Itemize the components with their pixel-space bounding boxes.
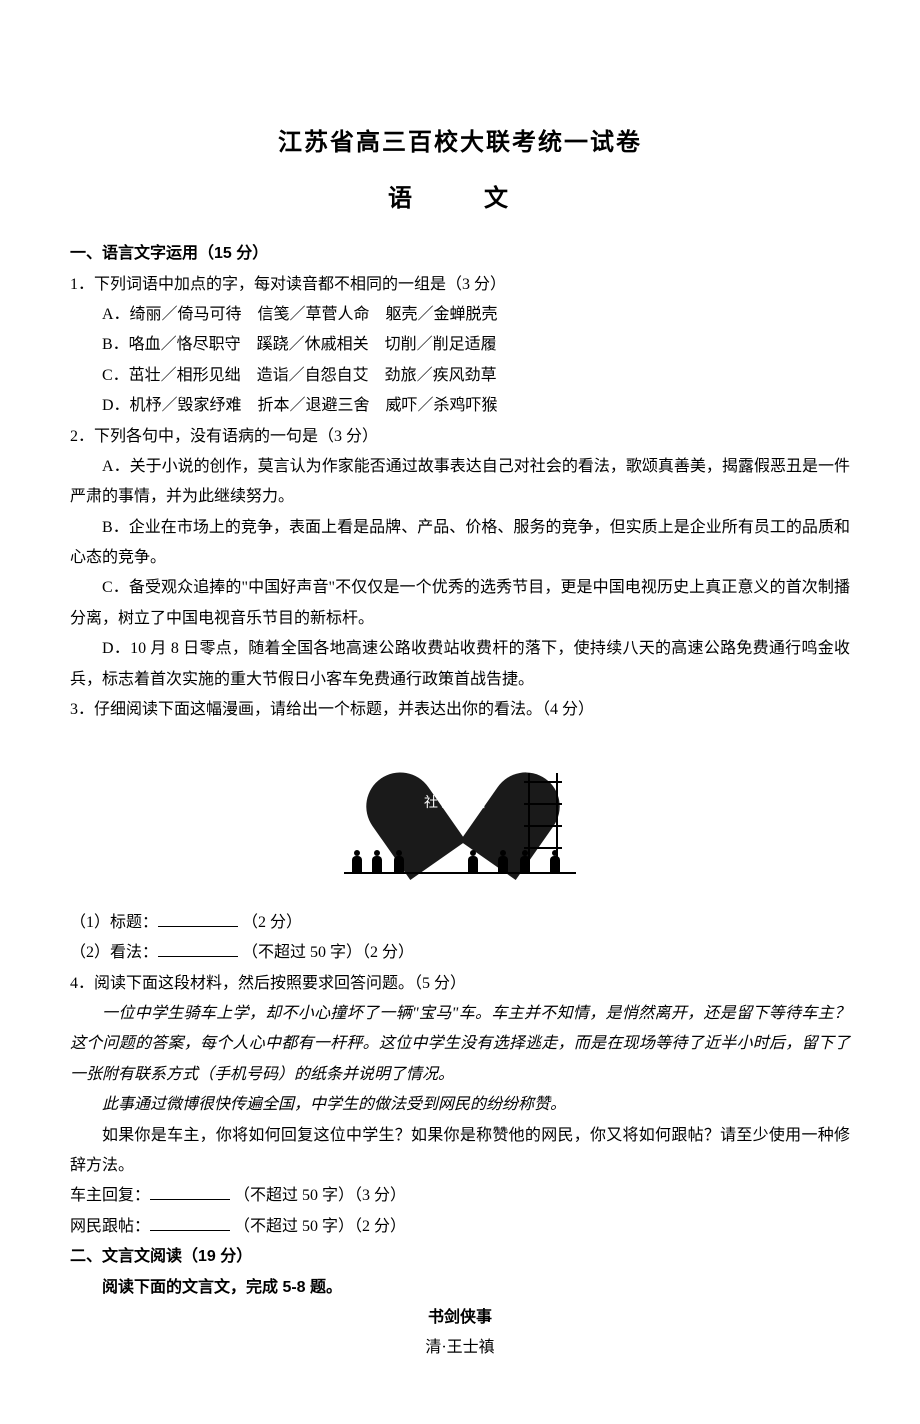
q1-opt-c: C．茁壮／相形见绌 造诣／自怨自艾 劲旅／疾风劲草	[102, 361, 850, 391]
q3-a2-label: （2）看法：	[70, 944, 158, 961]
q3-a2-note: （不超过 50 字）（2 分）	[242, 944, 414, 961]
q4-blank-1[interactable]	[150, 1183, 230, 1200]
cartoon-figure: 社会诚信	[70, 733, 850, 899]
section-1-head: 一、语言文字运用（15 分）	[70, 239, 850, 269]
section-2-instr: 阅读下面的文言文，完成 5-8 题。	[70, 1273, 850, 1303]
cartoon-image: 社会诚信	[340, 733, 580, 888]
paper-title: 江苏省高三百校大联考统一试卷	[70, 120, 850, 166]
section-2-head: 二、文言文阅读（19 分）	[70, 1242, 850, 1272]
cartoon-label: 社会诚信	[424, 791, 488, 818]
q4-owner-label: 车主回复：	[70, 1187, 150, 1204]
q1-options: A．绮丽／倚马可待 信笺／草菅人命 躯壳／金蝉脱壳 B．咯血／恪尽职守 蹊跷／休…	[70, 300, 850, 422]
q4-para-3: 如果你是车主，你将如何回复这位中学生？如果你是称赞他的网民，你又将如何跟帖？请至…	[70, 1121, 850, 1182]
q2-opt-a: A．关于小说的创作，莫言认为作家能否通过故事表达自己对社会的看法，歌颂真善美，揭…	[70, 452, 850, 513]
article-author: 清·王士禛	[70, 1333, 850, 1363]
q3-stem: 3．仔细阅读下面这幅漫画，请给出一个标题，并表达出你的看法。（4 分）	[70, 695, 850, 725]
q3-answer-1: （1）标题： （2 分）	[70, 908, 850, 938]
q4-owner-note: （不超过 50 字）（3 分）	[234, 1187, 406, 1204]
q4-para-1: 一位中学生骑车上学，却不小心撞坏了一辆"宝马"车。车主并不知情，是悄然离开，还是…	[70, 999, 850, 1090]
article-title: 书剑侠事	[70, 1303, 850, 1333]
ground-line	[344, 872, 576, 874]
q4-para-2: 此事通过微博很快传遍全国，中学生的做法受到网民的纷纷称赞。	[70, 1090, 850, 1120]
q1-stem: 1．下列词语中加点的字，每对读音都不相同的一组是（3 分）	[70, 270, 850, 300]
q2-opt-d: D．10 月 8 日零点，随着全国各地高速公路收费站收费杆的落下，使持续八天的高…	[70, 634, 850, 695]
q1-opt-a: A．绮丽／倚马可待 信笺／草菅人命 躯壳／金蝉脱壳	[102, 300, 850, 330]
q3-answer-2: （2）看法： （不超过 50 字）（2 分）	[70, 938, 850, 968]
paper-subtitle: 语 文	[70, 176, 850, 222]
q1-opt-b: B．咯血／恪尽职守 蹊跷／休戚相关 切削／削足适履	[102, 330, 850, 360]
q3-blank-2[interactable]	[158, 940, 238, 957]
q2-opt-c: C．备受观众追捧的"中国好声音"不仅仅是一个优秀的选秀节目，更是中国电视历史上真…	[70, 573, 850, 634]
people-icons	[348, 852, 572, 872]
q3-blank-1[interactable]	[158, 910, 238, 927]
q4-net-note: （不超过 50 字）（2 分）	[234, 1218, 406, 1235]
exam-page: 江苏省高三百校大联考统一试卷 语 文 一、语言文字运用（15 分） 1．下列词语…	[0, 0, 920, 1424]
q2-stem: 2．下列各句中，没有语病的一句是（3 分）	[70, 422, 850, 452]
q4-reply-owner: 车主回复： （不超过 50 字）（3 分）	[70, 1181, 850, 1211]
q4-net-label: 网民跟帖：	[70, 1218, 150, 1235]
q4-blank-2[interactable]	[150, 1214, 230, 1231]
q4-reply-netizen: 网民跟帖： （不超过 50 字）（2 分）	[70, 1212, 850, 1242]
q3-a1-label: （1）标题：	[70, 914, 158, 931]
q1-opt-d: D．机杼／毁家纾难 折本／退避三舍 威吓／杀鸡吓猴	[102, 391, 850, 421]
q4-stem: 4．阅读下面这段材料，然后按照要求回答问题。（5 分）	[70, 969, 850, 999]
q2-opt-b: B．企业在市场上的竞争，表面上看是品牌、产品、价格、服务的竞争，但实质上是企业所…	[70, 513, 850, 574]
q3-a1-score: （2 分）	[242, 914, 302, 931]
